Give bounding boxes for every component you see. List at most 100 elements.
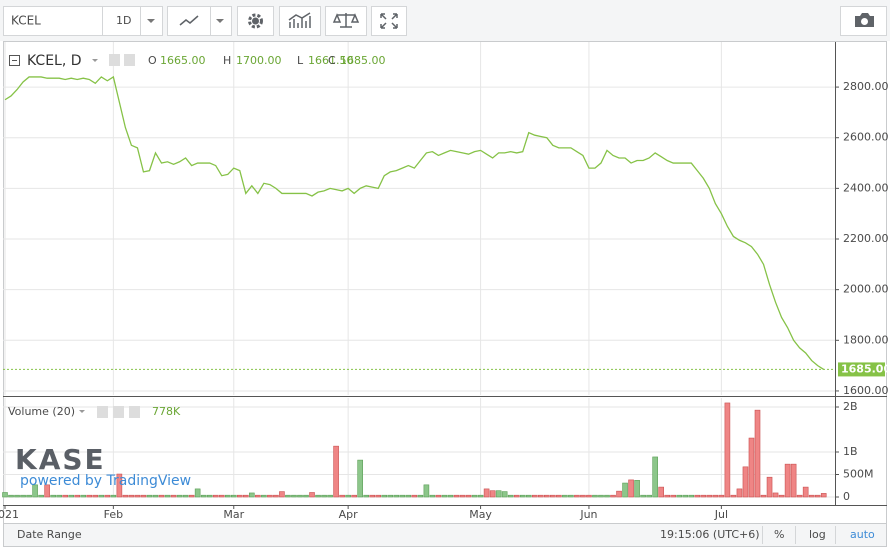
y-tick-label: 2600.00 (843, 131, 889, 144)
x-tick-label: 2021 (0, 508, 19, 521)
date-range[interactable]: Date Range (17, 528, 82, 541)
y-tick-label: 2800.00 (843, 80, 889, 93)
volume-bar (50, 494, 56, 498)
volume-settings-button[interactable] (113, 406, 124, 418)
legend-settings-button[interactable] (124, 54, 135, 66)
volume-bar (435, 494, 442, 498)
volume-bar (249, 492, 255, 498)
volume-bar (670, 494, 677, 498)
volume-bar (634, 480, 640, 498)
chart-frame (3, 41, 887, 547)
volume-bar (291, 494, 297, 498)
volume-bar (622, 482, 628, 498)
volume-bar (8, 494, 14, 498)
volume-bar (610, 494, 616, 498)
legend-value: 1700.00 (236, 54, 282, 67)
volume-bar (170, 494, 177, 498)
volume-bar (568, 494, 574, 498)
last-price-box (838, 362, 885, 377)
volume-bar (339, 494, 345, 498)
volume-bar (363, 494, 370, 498)
interval: 1D (116, 14, 131, 27)
last-price-label: 1685.00 (841, 362, 890, 375)
volume-bar (513, 494, 520, 498)
legend-value: 1665.00 (160, 54, 206, 67)
fullscreen-icon (380, 13, 398, 29)
clock: 19:15:06 (UTC+6) (660, 528, 760, 541)
volume-title: Volume (20) (8, 405, 75, 418)
dropdown-arrow (216, 19, 224, 23)
volume-bar (531, 494, 538, 498)
volume-bar (369, 494, 376, 498)
volume-bar (80, 494, 87, 498)
volume-bar (562, 494, 568, 498)
volume-bar (297, 494, 303, 498)
x-tick-label: Jun (579, 508, 597, 521)
volume-bar (146, 494, 153, 498)
marks: 1685.00 (2, 75, 890, 498)
volume-bar (134, 494, 141, 498)
x-tick-label: Apr (339, 508, 359, 521)
volume-value: 778K (152, 405, 181, 418)
volume-bar (580, 494, 586, 498)
volume-bar (724, 402, 731, 498)
indicators-button[interactable] (279, 6, 321, 36)
interval-button[interactable] (102, 6, 163, 36)
volume-bar (694, 494, 701, 498)
volume-bar (68, 494, 75, 498)
volume-eye-button[interactable] (97, 406, 108, 418)
volume-bar (796, 494, 803, 498)
indicators-icon (288, 12, 311, 28)
symbol-input[interactable] (3, 6, 103, 36)
volume-bar (44, 484, 50, 498)
legend-eye-button[interactable] (109, 54, 120, 66)
volume-bar (303, 494, 309, 498)
volume-bar (38, 494, 44, 498)
x-tick-label: Mar (223, 508, 244, 521)
volume-bar (399, 494, 406, 498)
volume-bar (483, 488, 490, 498)
log-button[interactable]: log (809, 528, 826, 541)
volume-bar (676, 494, 683, 498)
volume-bar (255, 494, 261, 498)
volume-bar (652, 456, 658, 498)
volume-bar (459, 494, 466, 498)
volume-bar (646, 494, 652, 498)
volume-bar (182, 494, 189, 498)
volume-bar (682, 494, 689, 498)
volume-remove-button[interactable] (129, 406, 140, 418)
volume-bar (206, 494, 213, 498)
volume-bar (820, 493, 827, 498)
symbol: KCEL (11, 14, 41, 28)
volume-bar (664, 494, 671, 498)
volume-bar (712, 494, 719, 498)
volume-bar (760, 494, 767, 498)
gear-icon (248, 13, 263, 29)
fullscreen-button[interactable] (371, 6, 407, 36)
legend-arrow (79, 410, 85, 413)
x-tick-label: Jul (714, 508, 728, 521)
volume-bar (158, 494, 165, 498)
auto-button[interactable]: auto (850, 528, 875, 541)
volume-bar (86, 494, 93, 498)
volume-bar (598, 494, 604, 498)
volume-bar (2, 492, 8, 498)
volume-bar (465, 494, 472, 498)
y-tick-label: 2400.00 (843, 181, 889, 194)
volume-bar (754, 409, 761, 498)
volume-bar (56, 494, 62, 498)
volume-bar (375, 494, 382, 498)
volume-bar (700, 494, 707, 498)
x-tick-label: Feb (104, 508, 123, 521)
volume-bar (453, 494, 460, 498)
volume-bar (267, 494, 273, 498)
volume-bar (736, 488, 743, 498)
volume-bar (471, 494, 478, 498)
volume-bar (230, 494, 237, 498)
volume-bar (357, 459, 363, 498)
legend-arrow (92, 59, 98, 62)
volume-bar (393, 494, 400, 498)
volume-bar (592, 494, 598, 498)
volume-bar (128, 494, 135, 498)
percent-button[interactable]: % (774, 528, 784, 541)
